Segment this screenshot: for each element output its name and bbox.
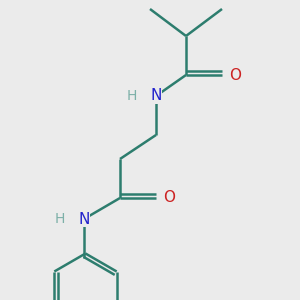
Text: O: O (164, 190, 175, 206)
Text: H: H (55, 212, 65, 226)
Text: H: H (127, 89, 137, 103)
Text: N: N (78, 212, 90, 226)
Text: O: O (230, 68, 242, 82)
Text: N: N (150, 88, 162, 104)
